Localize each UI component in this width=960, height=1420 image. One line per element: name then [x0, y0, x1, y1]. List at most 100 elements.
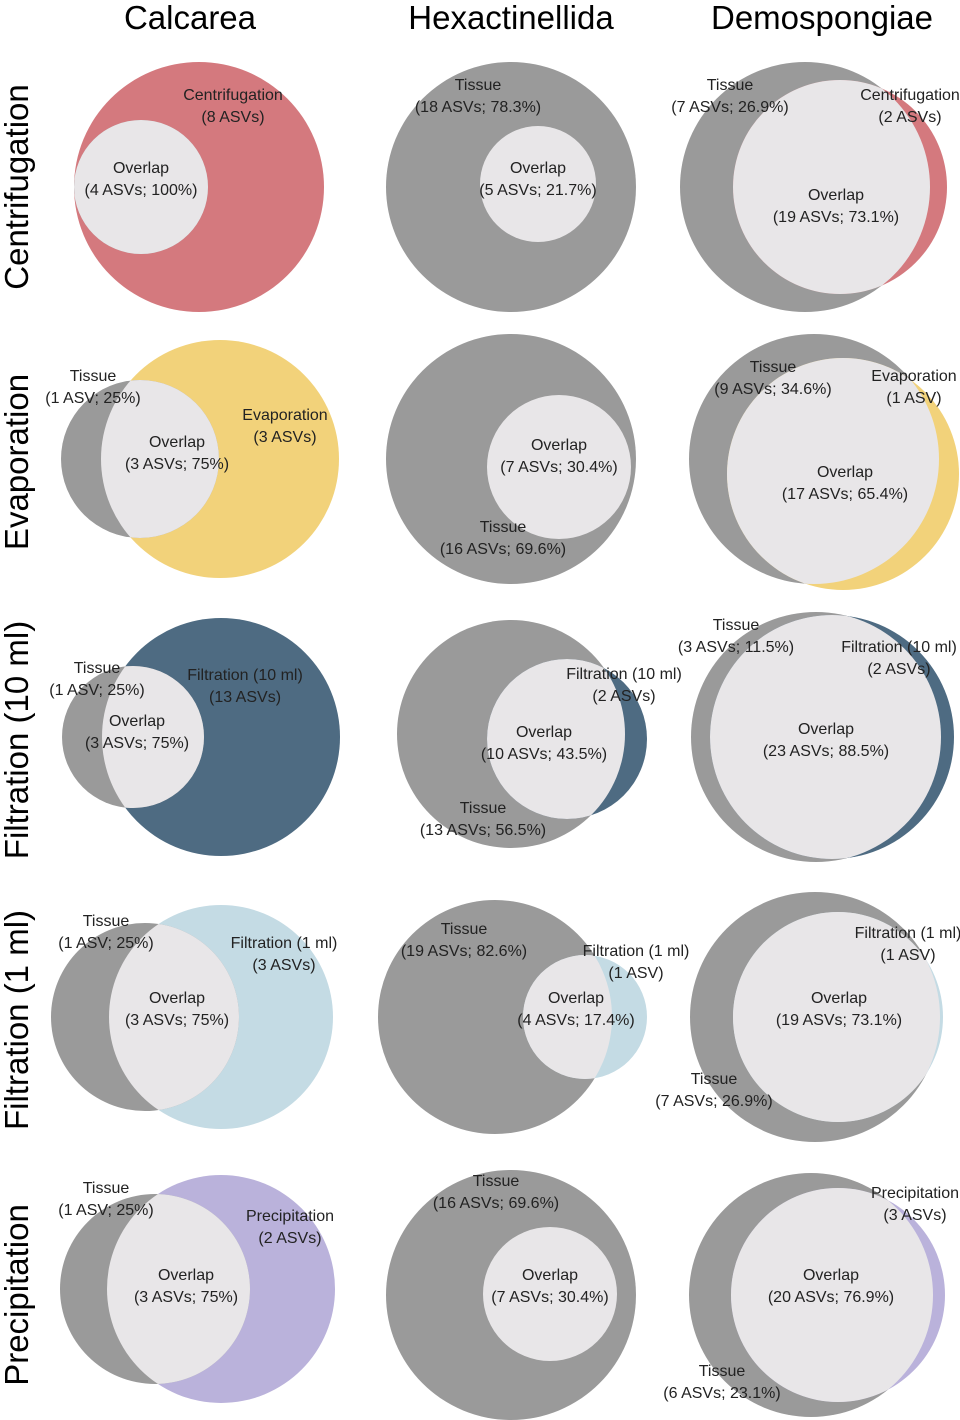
venn-hexactinellida-evaporation-overlap-label: Overlap (7 ASVs; 30.4%)	[500, 437, 617, 476]
venn-calcarea-precipitation-overlap-label-line2: (3 ASVs; 75%)	[134, 1289, 238, 1306]
venn-calcarea-evaporation: Tissue (1 ASV; 25%) Evaporation (3 ASVs) Ove…	[45, 340, 339, 578]
venn-hexactinellida-centrifugation: Tissue (18 ASVs; 78.3%) Overlap (5 ASVs; 21…	[386, 62, 636, 312]
venn-hexactinellida-evaporation-tissue-label-line1: Tissue	[480, 519, 527, 536]
venn-demospongiae-centrifugation-tissue-label: Tissue (7 ASVs; 26.9%)	[671, 77, 788, 116]
venn-demospongiae-precipitation-method-label-line2: (3 ASVs)	[883, 1207, 946, 1224]
venn-hexactinellida-filtration-1-ml-tissue-label: Tissue (19 ASVs; 82.6%)	[401, 921, 527, 960]
venn-calcarea-evaporation-tissue-label-line2: (1 ASV; 25%)	[45, 390, 140, 407]
venn-demospongiae-filtration-10-ml-overlap-label-line2: (23 ASVs; 88.5%)	[763, 743, 889, 760]
venn-calcarea-filtration-10-ml-tissue-label-line1: Tissue	[74, 660, 121, 677]
venn-hexactinellida-evaporation: Tissue (16 ASVs; 69.6%) Overlap (7 ASVs; 30…	[386, 334, 636, 584]
venn-calcarea-centrifugation-overlap-label-line1: Overlap	[113, 160, 169, 177]
venn-calcarea-filtration-10-ml-tissue-label-line2: (1 ASV; 25%)	[49, 682, 144, 699]
venn-demospongiae-filtration-10-ml: Tissue (3 ASVs; 11.5%) Filtration (10 ml) (…	[678, 612, 957, 862]
venn-calcarea-evaporation-method-label-line1: Evaporation	[242, 407, 327, 424]
venn-hexactinellida-centrifugation-overlap-region	[480, 126, 596, 242]
venn-demospongiae-filtration-1-ml-method-label-line2: (1 ASV)	[880, 947, 935, 964]
venn-hexactinellida-filtration-1-ml-tissue-label-line1: Tissue	[441, 921, 488, 938]
venn-demospongiae-evaporation-tissue-label-line1: Tissue	[750, 359, 797, 376]
venn-calcarea-evaporation-tissue-label-line1: Tissue	[70, 368, 117, 385]
venn-demospongiae-filtration-1-ml-method-label-line1: Filtration (1 ml)	[855, 925, 960, 942]
venn-calcarea-precipitation-method-label: Precipitation (2 ASVs)	[246, 1208, 334, 1247]
venn-demospongiae-centrifugation-tissue-label-line2: (7 ASVs; 26.9%)	[671, 99, 788, 116]
venn-demospongiae-precipitation-tissue-label-line2: (6 ASVs; 23.1%)	[663, 1385, 780, 1402]
venn-calcarea-filtration-10-ml-method-label: Filtration (10 ml) (13 ASVs)	[187, 667, 303, 706]
venn-calcarea-filtration-1-ml-tissue-label-line1: Tissue	[83, 913, 130, 930]
venn-hexactinellida-precipitation-tissue-label: Tissue (16 ASVs; 69.6%)	[433, 1173, 559, 1212]
row-title-filtration-10ml: Filtration (10 ml)	[0, 621, 35, 859]
venn-calcarea-centrifugation-overlap-label: Overlap (4 ASVs; 100%)	[85, 160, 198, 199]
venn-demospongiae-filtration-10-ml-overlap-region	[710, 615, 941, 859]
venn-demospongiae-precipitation-overlap-label: Overlap (20 ASVs; 76.9%)	[768, 1267, 894, 1306]
venn-hexactinellida-evaporation-tissue-label-line2: (16 ASVs; 69.6%)	[440, 541, 566, 558]
venn-calcarea-centrifugation-overlap-region	[74, 120, 208, 254]
venn-calcarea-filtration-1-ml: Tissue (1 ASV; 25%) Filtration (1 ml) (3 AS…	[51, 905, 337, 1129]
venn-calcarea-evaporation-tissue-label: Tissue (1 ASV; 25%)	[45, 368, 140, 407]
venn-hexactinellida-filtration-10-ml-overlap-label: Overlap (10 ASVs; 43.5%)	[481, 724, 607, 763]
venn-demospongiae-precipitation-tissue-label-line1: Tissue	[699, 1363, 746, 1380]
venn-hexactinellida-filtration-1-ml-overlap-label-line1: Overlap	[548, 990, 604, 1007]
venn-hexactinellida-evaporation-overlap-label-line2: (7 ASVs; 30.4%)	[500, 459, 617, 476]
venn-calcarea-precipitation-overlap-label: Overlap (3 ASVs; 75%)	[134, 1267, 238, 1306]
venn-hexactinellida-precipitation-tissue-label-line1: Tissue	[473, 1173, 520, 1190]
venn-hexactinellida-filtration-1-ml-method-label-line2: (1 ASV)	[608, 965, 663, 982]
venn-demospongiae-evaporation-overlap-label-line1: Overlap	[817, 464, 873, 481]
venn-calcarea-filtration-1-ml-tissue-label: Tissue (1 ASV; 25%)	[58, 913, 153, 952]
venn-calcarea-filtration-1-ml-overlap-label: Overlap (3 ASVs; 75%)	[125, 990, 229, 1029]
venn-demospongiae-filtration-1-ml-overlap-label: Overlap (19 ASVs; 73.1%)	[776, 990, 902, 1029]
venn-demospongiae-centrifugation-overlap-label: Overlap (19 ASVs; 73.1%)	[773, 187, 899, 226]
venn-calcarea-evaporation-overlap-label-line2: (3 ASVs; 75%)	[125, 456, 229, 473]
venn-demospongiae-filtration-10-ml-method-label: Filtration (10 ml) (2 ASVs)	[841, 639, 957, 678]
venn-demospongiae-evaporation-method-label-line2: (1 ASV)	[886, 390, 941, 407]
venn-hexactinellida-centrifugation-tissue-label-line2: (18 ASVs; 78.3%)	[415, 99, 541, 116]
row-title-centrifugation: Centrifugation	[0, 84, 35, 289]
venn-hexactinellida-centrifugation-overlap-label-line1: Overlap	[510, 160, 566, 177]
venn-demospongiae-filtration-1-ml-tissue-label-line1: Tissue	[691, 1071, 738, 1088]
venn-demospongiae-filtration-1-ml-tissue-label: Tissue (7 ASVs; 26.9%)	[655, 1071, 772, 1110]
venn-hexactinellida-filtration-10-ml-tissue-label-line1: Tissue	[460, 800, 507, 817]
venn-demospongiae-filtration-10-ml-tissue-label-line1: Tissue	[713, 617, 760, 634]
venn-demospongiae-evaporation-overlap-label: Overlap (17 ASVs; 65.4%)	[782, 464, 908, 503]
venn-demospongiae-precipitation-method-label: Precipitation (3 ASVs)	[871, 1185, 959, 1224]
venn-demospongiae-evaporation-overlap-label-line2: (17 ASVs; 65.4%)	[782, 486, 908, 503]
venn-hexactinellida-filtration-1-ml-tissue-circle	[378, 900, 612, 1134]
venn-hexactinellida-filtration-10-ml: Tissue (13 ASVs; 56.5%) Filtration (10 ml)…	[397, 620, 682, 848]
venn-calcarea-evaporation-overlap-label: Overlap (3 ASVs; 75%)	[125, 434, 229, 473]
venn-hexactinellida-filtration-1-ml-tissue-label-line2: (19 ASVs; 82.6%)	[401, 943, 527, 960]
venn-calcarea-filtration-1-ml-method-label-line1: Filtration (1 ml)	[231, 935, 338, 952]
venn-calcarea-centrifugation: Centrifugation (8 ASVs) Overlap (4 ASVs; 10…	[74, 62, 324, 312]
venn-demospongiae-evaporation-method-label-line1: Evaporation	[871, 368, 956, 385]
venn-demospongiae-centrifugation: Tissue (7 ASVs; 26.9%) Centrifugation (2 AS…	[671, 62, 960, 312]
venn-demospongiae-filtration-1-ml-tissue-label-line2: (7 ASVs; 26.9%)	[655, 1093, 772, 1110]
venn-calcarea-precipitation-overlap-label-line1: Overlap	[158, 1267, 214, 1284]
venn-demospongiae-evaporation: Tissue (9 ASVs; 34.6%) Evaporation (1 ASV) O…	[689, 334, 959, 590]
venn-demospongiae-filtration-1-ml: Tissue (7 ASVs; 26.9%) Filtration (1 ml) (1…	[655, 892, 960, 1142]
column-title-hexactinellida: Hexactinellida	[408, 0, 614, 36]
venn-demospongiae-precipitation-tissue-label: Tissue (6 ASVs; 23.1%)	[663, 1363, 780, 1402]
venn-hexactinellida-evaporation-overlap-label-line1: Overlap	[531, 437, 587, 454]
venn-demospongiae-filtration-10-ml-method-label-line2: (2 ASVs)	[867, 661, 930, 678]
venn-demospongiae-filtration-1-ml-method-label: Filtration (1 ml) (1 ASV)	[855, 925, 960, 964]
venn-calcarea-filtration-1-ml-method-label-line2: (3 ASVs)	[252, 957, 315, 974]
venn-diagrams: Centrifugation (8 ASVs) Overlap (4 ASVs; 10…	[45, 62, 960, 1420]
venn-demospongiae-centrifugation-method-label-line1: Centrifugation	[860, 87, 960, 104]
venn-calcarea-precipitation-tissue-label-line2: (1 ASV; 25%)	[58, 1202, 153, 1219]
venn-hexactinellida-centrifugation-tissue-label-line1: Tissue	[455, 77, 502, 94]
venn-demospongiae-evaporation-method-label: Evaporation (1 ASV)	[871, 368, 956, 407]
venn-hexactinellida-filtration-1-ml-method-label-line1: Filtration (1 ml)	[583, 943, 690, 960]
venn-demospongiae-centrifugation-overlap-label-line1: Overlap	[808, 187, 864, 204]
venn-hexactinellida-evaporation-tissue-label: Tissue (16 ASVs; 69.6%)	[440, 519, 566, 558]
venn-hexactinellida-filtration-1-ml-overlap-label-line2: (4 ASVs; 17.4%)	[517, 1012, 634, 1029]
venn-hexactinellida-filtration-10-ml-tissue-label-line2: (13 ASVs; 56.5%)	[420, 822, 546, 839]
venn-hexactinellida-precipitation-tissue-label-line2: (16 ASVs; 69.6%)	[433, 1195, 559, 1212]
venn-demospongiae-filtration-10-ml-tissue-label: Tissue (3 ASVs; 11.5%)	[678, 617, 794, 656]
venn-demospongiae-centrifugation-overlap-label-line2: (19 ASVs; 73.1%)	[773, 209, 899, 226]
column-title-calcarea: Calcarea	[124, 0, 257, 36]
venn-hexactinellida-filtration-1-ml: Tissue (19 ASVs; 82.6%) Filtration (1 ml) (…	[378, 900, 689, 1134]
venn-calcarea-evaporation-method-label-line2: (3 ASVs)	[253, 429, 316, 446]
venn-demospongiae-filtration-1-ml-overlap-label-line2: (19 ASVs; 73.1%)	[776, 1012, 902, 1029]
venn-hexactinellida-filtration-1-ml-overlap-label: Overlap (4 ASVs; 17.4%)	[517, 990, 634, 1029]
venn-calcarea-filtration-10-ml-overlap-region	[102, 666, 204, 808]
venn-calcarea-filtration-10-ml-overlap-label: Overlap (3 ASVs; 75%)	[85, 713, 189, 752]
